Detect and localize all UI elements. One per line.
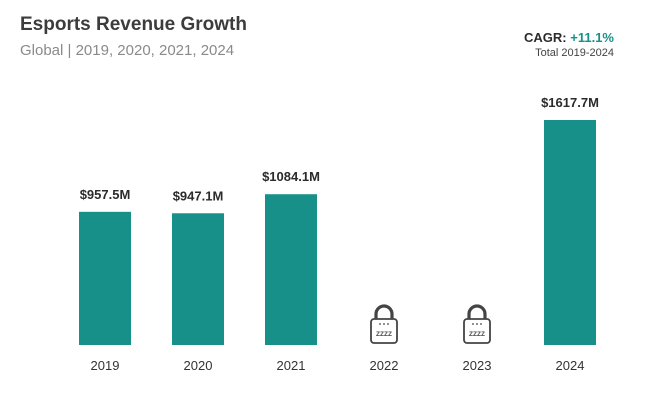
chart-title: Esports Revenue Growth — [20, 14, 247, 35]
bar-value-label: $1084.1M — [262, 169, 320, 184]
cagr-value: +11.1% — [570, 30, 614, 45]
lock-dot — [383, 323, 385, 325]
bar-value-label: $947.1M — [173, 188, 224, 203]
lock-dot — [387, 323, 389, 325]
lock-dot — [476, 323, 478, 325]
x-tick-label: 2023 — [463, 358, 492, 373]
bar-2021 — [265, 194, 317, 345]
cagr-label: CAGR: — [524, 30, 567, 45]
lock-text: ZZZZ — [469, 331, 485, 338]
bar-value-label: $957.5M — [80, 187, 131, 202]
cagr-note: Total 2019-2024 — [535, 47, 614, 59]
lock-icon: ZZZZ — [370, 304, 398, 344]
lock-dot — [472, 323, 474, 325]
lock-dot — [480, 323, 482, 325]
lock-shackle — [467, 304, 487, 320]
lock-body — [463, 318, 491, 344]
bar-2020 — [172, 213, 224, 345]
chart-subtitle: Global | 2019, 2020, 2021, 2024 — [20, 42, 235, 59]
lock-body — [370, 318, 398, 344]
x-tick-label: 2024 — [556, 358, 585, 373]
lock-dot — [379, 323, 381, 325]
bar-2024 — [544, 120, 596, 345]
lock-text: ZZZZ — [376, 331, 392, 338]
bar-value-label: $1617.7M — [541, 95, 599, 110]
x-tick-label: 2021 — [277, 358, 306, 373]
x-tick-label: 2019 — [91, 358, 120, 373]
cagr-box: CAGR: +11.1% Total 2019-2024 — [524, 30, 614, 59]
x-tick-label: 2022 — [370, 358, 399, 373]
lock-icon: ZZZZ — [463, 304, 491, 344]
cagr-line: CAGR: +11.1% — [524, 30, 614, 45]
x-tick-label: 2020 — [184, 358, 213, 373]
bar-2019 — [79, 211, 131, 345]
lock-shackle — [374, 304, 394, 320]
